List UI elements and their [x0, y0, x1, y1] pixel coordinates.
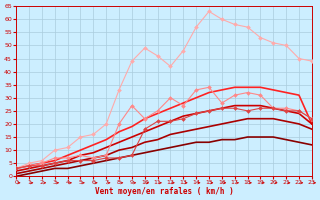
X-axis label: Vent moyen/en rafales ( km/h ): Vent moyen/en rafales ( km/h )	[95, 187, 233, 196]
